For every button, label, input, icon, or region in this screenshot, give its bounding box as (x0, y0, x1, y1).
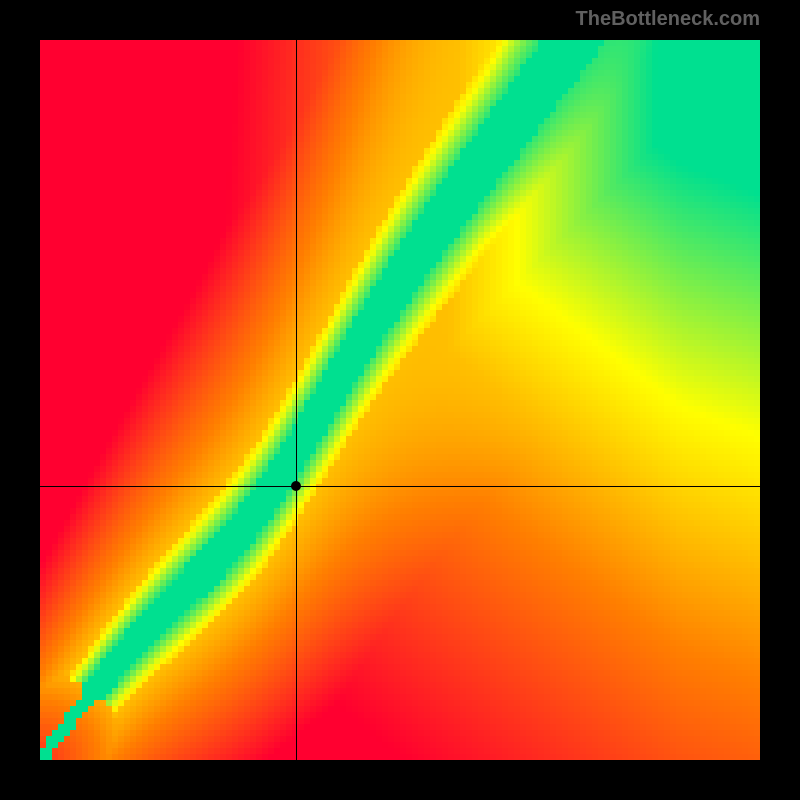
bottleneck-heatmap (40, 40, 760, 760)
selected-point-marker (291, 481, 301, 491)
crosshair-horizontal (40, 486, 760, 487)
chart-container: { "watermark": { "text": "TheBottleneck.… (0, 0, 800, 800)
watermark-text: TheBottleneck.com (576, 8, 760, 31)
crosshair-vertical (296, 40, 297, 760)
